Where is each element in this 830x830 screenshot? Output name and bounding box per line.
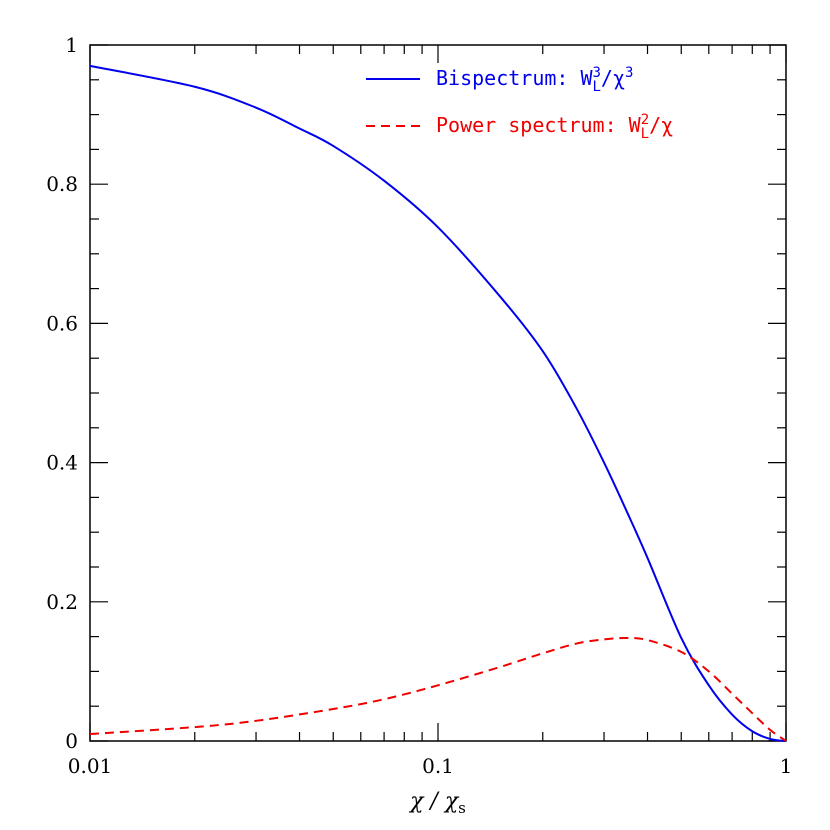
tick-labels: 0.01 0.1 1 0 0.2 0.4 0.6 0.8 1: [46, 33, 792, 778]
x-tick-label: 0.01: [68, 754, 113, 778]
y-tick-label: 0.8: [46, 172, 78, 196]
x-tick-label: 0.1: [422, 754, 454, 778]
legend: Bispectrum: W3 L/χ3 Power spectrum: W2 L/χ: [366, 65, 673, 142]
legend-label: Power spectrum: W2 L/χ: [436, 112, 673, 142]
tick-marks: [89, 44, 787, 742]
x-axis-label: χ / χs: [408, 789, 466, 817]
y-tick-label: 0.4: [46, 451, 78, 475]
y-tick-label: 0.6: [46, 311, 78, 335]
y-tick-label: 0: [65, 729, 78, 753]
series-line-bispectrum: [89, 64, 787, 742]
x-tick-label: 1: [780, 754, 793, 778]
y-tick-label: 0.2: [46, 590, 78, 614]
series-lines: [89, 64, 787, 742]
y-tick-label: 1: [65, 33, 78, 57]
series-line-power-spectrum: [89, 636, 787, 742]
legend-label: Bispectrum: W3 L/χ3: [436, 65, 633, 95]
